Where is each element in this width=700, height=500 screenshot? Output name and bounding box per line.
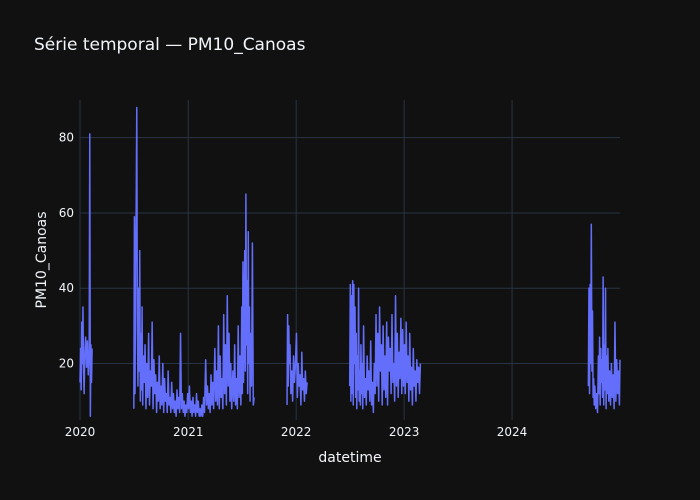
x-axis-label: datetime [318, 450, 381, 466]
x-tick-label: 2023 [389, 425, 420, 439]
x-tick-label: 2022 [281, 425, 312, 439]
y-tick-label: 60 [59, 206, 74, 220]
chart-title: Série temporal — PM10_Canoas [34, 35, 306, 55]
y-tick-label: 20 [59, 357, 74, 371]
y-axis-label: PM10_Canoas [34, 211, 50, 308]
x-tick-label: 2020 [65, 425, 96, 439]
tick-labels: 20 40 60 80 2020 2021 2022 2023 2024 [59, 131, 528, 439]
y-tick-label: 80 [59, 131, 74, 145]
series-lines [79, 106, 621, 417]
x-tick-label: 2024 [497, 425, 528, 439]
x-tick-label: 2021 [173, 425, 204, 439]
gridlines [79, 100, 620, 420]
series-line [79, 106, 621, 417]
y-tick-label: 40 [59, 281, 74, 295]
